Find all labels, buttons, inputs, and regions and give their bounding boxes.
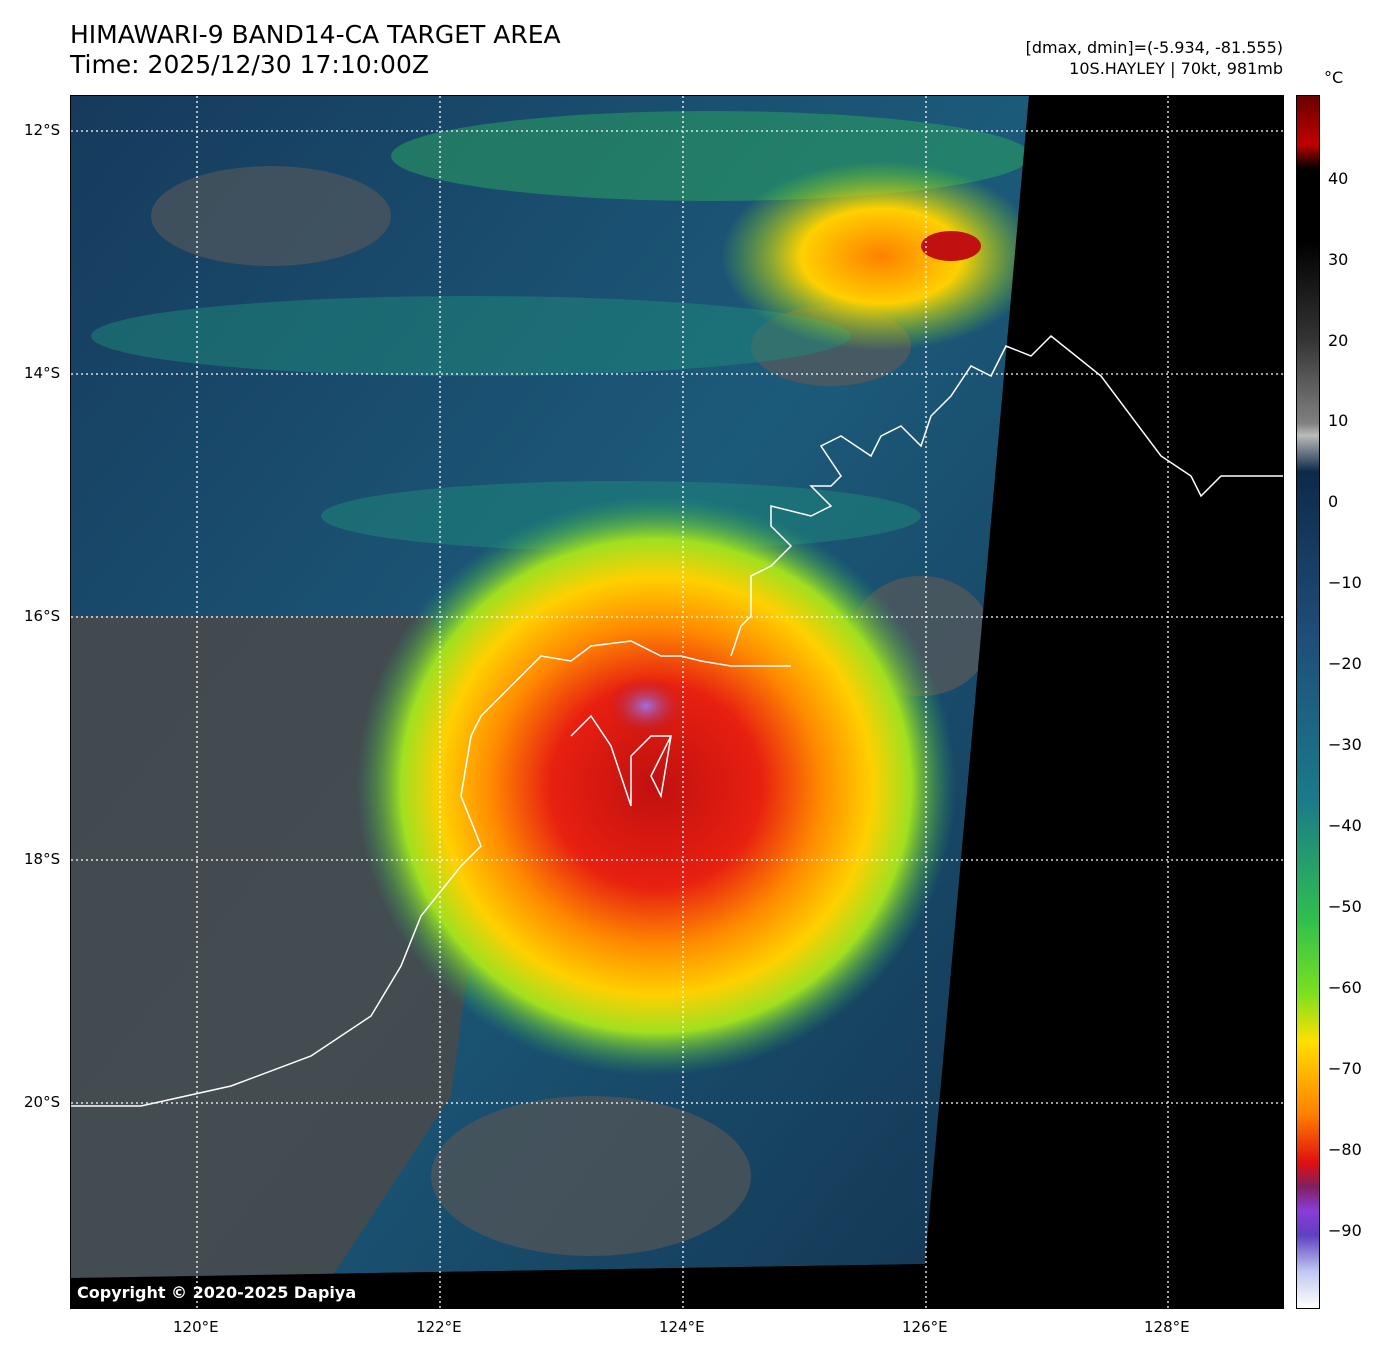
coastline — [71, 334, 1283, 1107]
lon-label: 124°E — [659, 1318, 705, 1336]
colorbar-label: 20 — [1328, 331, 1349, 350]
lat-label: 16°S — [24, 607, 61, 625]
colorbar-label: 30 — [1328, 250, 1349, 269]
no-data-region — [71, 96, 1283, 1308]
gray-cloud-patch — [151, 166, 391, 266]
copyright-notice: Copyright © 2020-2025 Dapiya — [77, 1283, 357, 1302]
cloud-band — [91, 296, 851, 376]
colorbar-label: −60 — [1328, 978, 1362, 997]
lon-label: 120°E — [173, 1318, 219, 1336]
colorbar-label: −20 — [1328, 654, 1362, 673]
colorbar-label: −80 — [1328, 1140, 1362, 1159]
product-title: HIMAWARI-9 BAND14-CA TARGET AREA — [70, 20, 561, 49]
storm-summary: 10S.HAYLEY | 70kt, 981mb — [1069, 59, 1283, 78]
colorbar-label: 40 — [1328, 169, 1349, 188]
lat-label: 12°S — [24, 121, 61, 139]
colorbar-label: −90 — [1328, 1221, 1362, 1240]
storm-info: [dmax, dmin]=(-5.934, -81.555) 10S.HAYLE… — [1026, 37, 1283, 79]
colorbar — [1296, 95, 1320, 1309]
satellite-image — [71, 96, 1283, 1308]
colorbar-label: −50 — [1328, 897, 1362, 916]
time-stamp: Time: 2025/12/30 17:10:00Z — [70, 50, 429, 79]
graticule — [71, 96, 1283, 1308]
gray-cloud-patch — [431, 1096, 751, 1256]
lon-label: 122°E — [416, 1318, 462, 1336]
convective-cell-north — [721, 161, 1041, 351]
colorbar-label: 0 — [1328, 492, 1339, 511]
coastline-inlet — [570, 714, 673, 807]
lat-label: 14°S — [24, 364, 61, 382]
lat-label: 20°S — [24, 1093, 61, 1111]
colorbar-label: −40 — [1328, 816, 1362, 835]
lon-label: 128°E — [1144, 1318, 1190, 1336]
data-range: [dmax, dmin]=(-5.934, -81.555) — [1025, 38, 1283, 57]
title-block: HIMAWARI-9 BAND14-CA TARGET AREA Time: 2… — [70, 20, 561, 80]
lat-label: 18°S — [24, 850, 61, 868]
convective-core — [921, 231, 981, 261]
cyclone-center — [606, 676, 686, 736]
colorbar-label: −10 — [1328, 573, 1362, 592]
lon-label: 126°E — [902, 1318, 948, 1336]
colorbar-label: 10 — [1328, 411, 1349, 430]
colorbar-unit: °C — [1324, 68, 1344, 87]
satellite-map: Copyright © 2020-2025 Dapiya — [70, 95, 1284, 1309]
colorbar-label: −30 — [1328, 735, 1362, 754]
colorbar-label: −70 — [1328, 1059, 1362, 1078]
